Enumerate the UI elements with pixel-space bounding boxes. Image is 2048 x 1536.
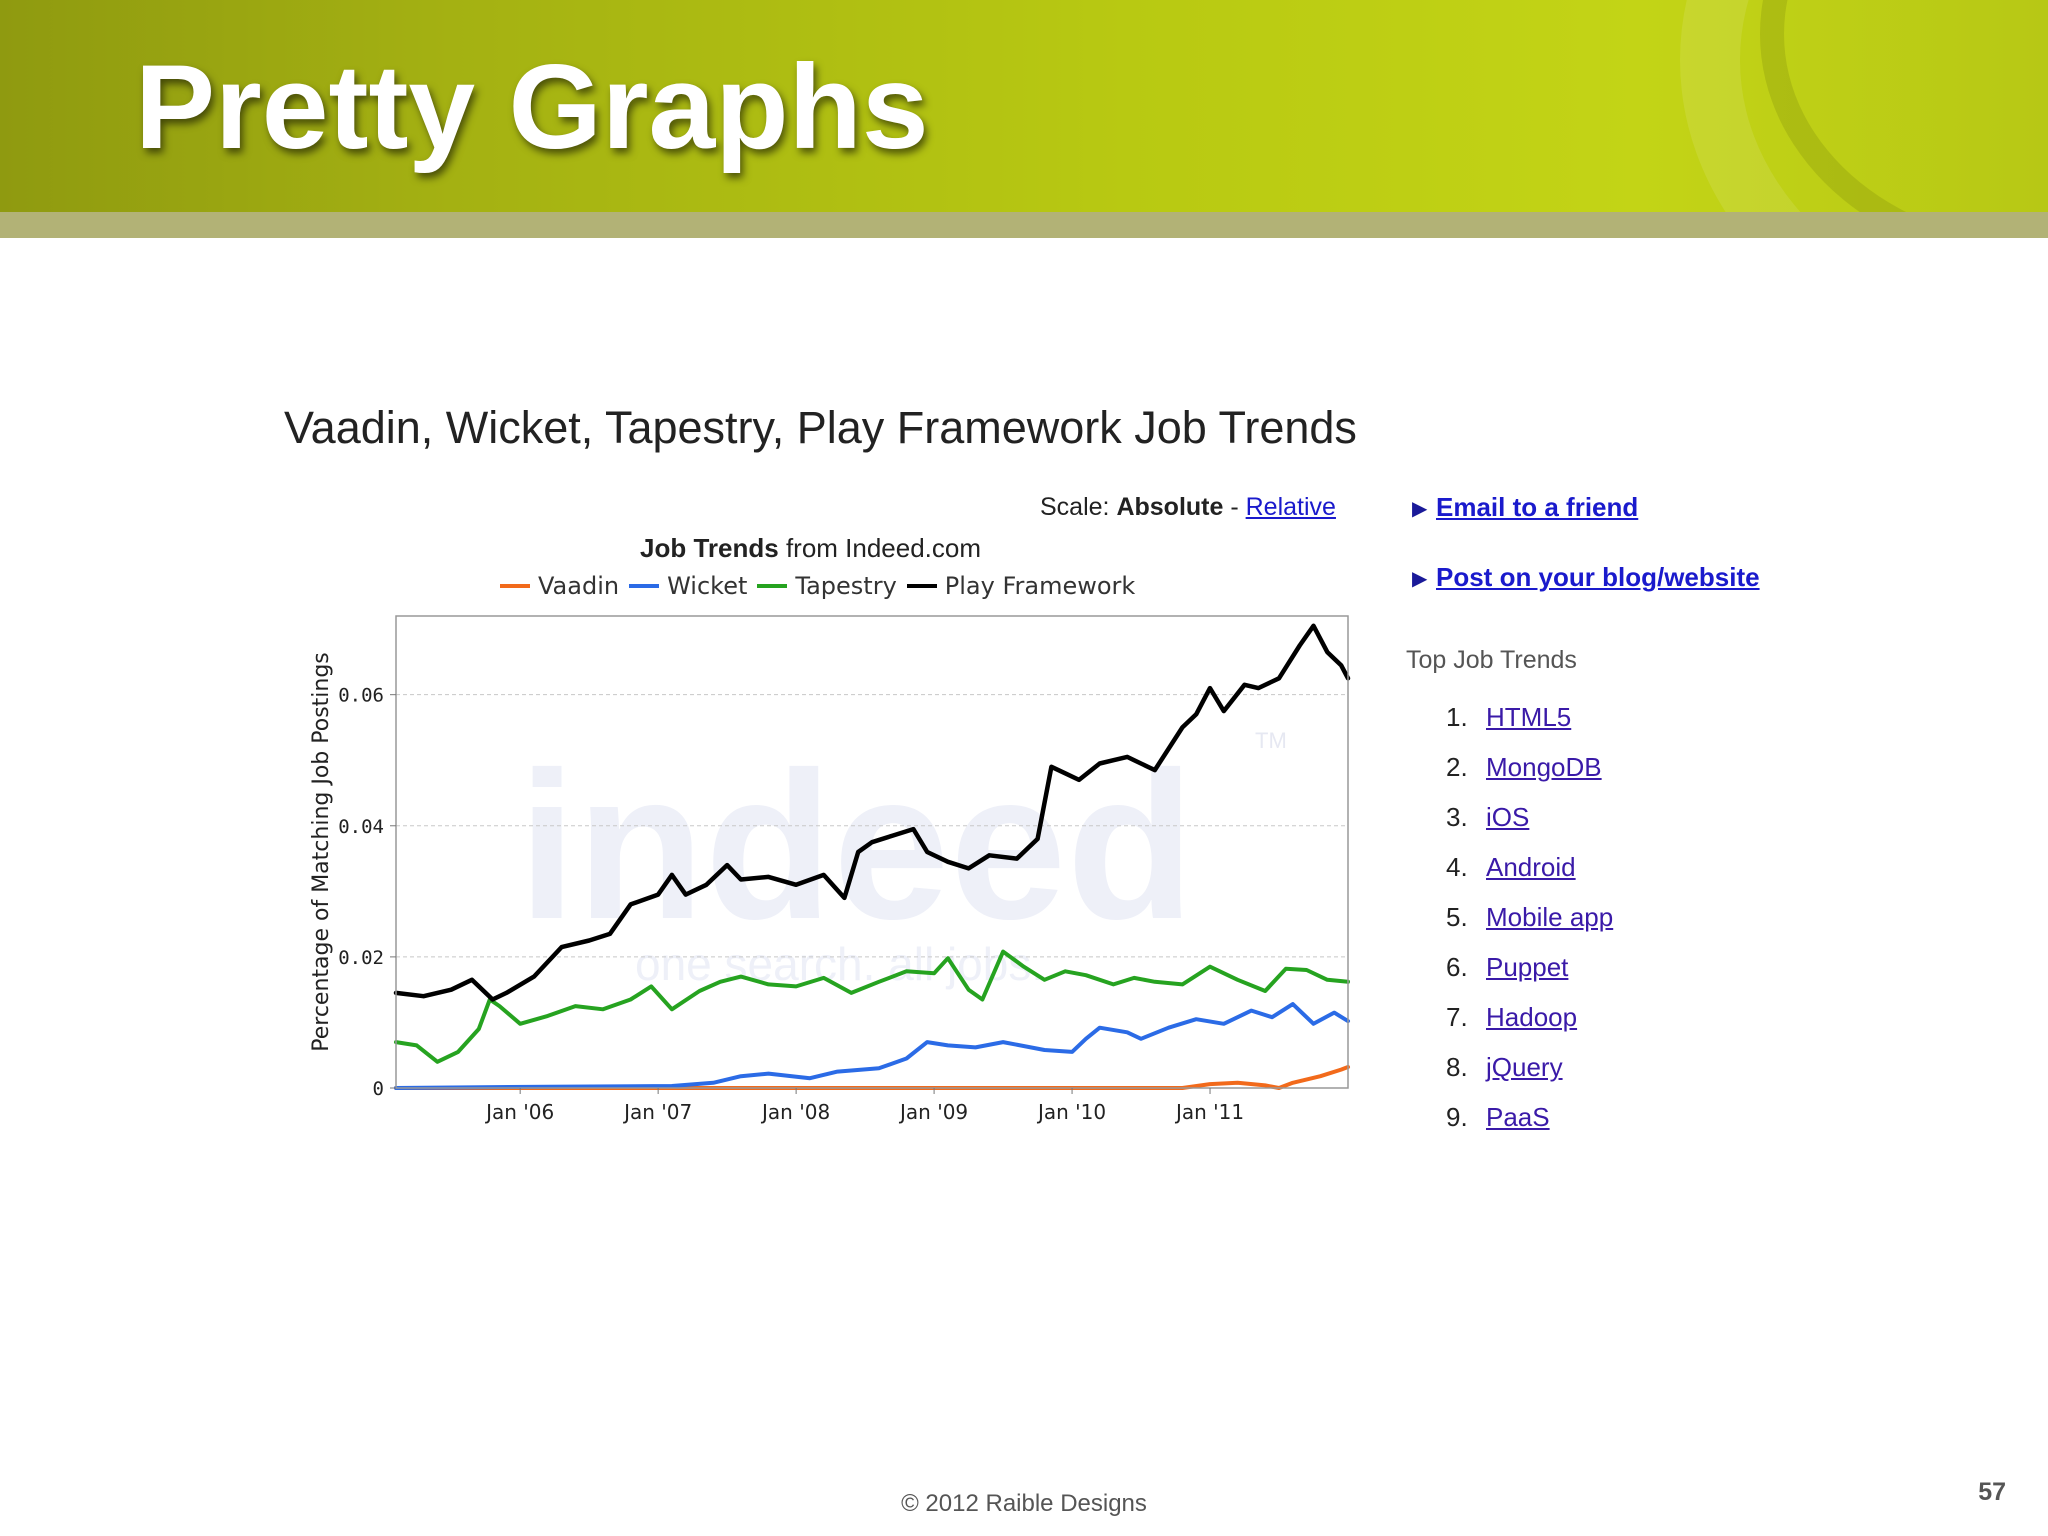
watermark-tagline: one search. all jobs. bbox=[635, 938, 1044, 990]
trend-item: 7. Hadoop bbox=[1446, 1002, 1577, 1033]
trend-link[interactable]: Puppet bbox=[1486, 952, 1569, 982]
chart-axes: 0 0.02 0.04 0.06 Jan '06 Jan '07 Jan '08 Jan '0… bbox=[338, 615, 1349, 1124]
trend-number: 8. bbox=[1446, 1052, 1468, 1082]
subtitle-rest: from Indeed.com bbox=[785, 533, 982, 563]
trend-number: 4. bbox=[1446, 852, 1468, 882]
y-tick-label: 0.02 bbox=[338, 947, 384, 969]
subtitle-bold: Job Trends bbox=[640, 533, 779, 563]
email-friend-link[interactable]: Email to a friend bbox=[1436, 492, 1639, 522]
series-line-tapestry bbox=[394, 949, 1350, 1064]
x-tick-label: Jan '09 bbox=[898, 1100, 968, 1124]
x-tick-label: Jan '08 bbox=[760, 1100, 830, 1124]
trend-item: 1. HTML5 bbox=[1446, 702, 1571, 733]
trend-number: 9. bbox=[1446, 1102, 1468, 1132]
header-band bbox=[0, 212, 2048, 238]
trend-item: 6. Puppet bbox=[1446, 952, 1568, 983]
trend-item: 9. PaaS bbox=[1446, 1102, 1550, 1133]
watermark-brand: indeed bbox=[518, 728, 1195, 963]
legend-label-vaadin: Vaadin bbox=[538, 572, 620, 600]
trend-number: 3. bbox=[1446, 802, 1468, 832]
slide-header: Pretty Graphs bbox=[0, 0, 2048, 212]
trend-item: 2. MongoDB bbox=[1446, 752, 1602, 783]
legend-item-vaadin: Vaadin bbox=[500, 572, 619, 600]
scale-relative-link[interactable]: Relative bbox=[1245, 493, 1336, 521]
watermark-tm: TM bbox=[1255, 728, 1287, 753]
trend-item: 3. iOS bbox=[1446, 802, 1529, 833]
legend-swatch-play bbox=[906, 584, 937, 588]
trend-item: 4. Android bbox=[1446, 852, 1576, 883]
legend-label-play: Play Framework bbox=[944, 572, 1136, 600]
page-number: 57 bbox=[1978, 1478, 2006, 1506]
trend-item: 8. jQuery bbox=[1446, 1052, 1563, 1083]
legend-item-wicket: Wicket bbox=[629, 572, 747, 600]
x-tick-label: Jan '06 bbox=[484, 1100, 554, 1124]
post-arrow-icon: ▶ bbox=[1412, 568, 1428, 590]
trend-number: 1. bbox=[1446, 702, 1468, 732]
trend-link[interactable]: HTML5 bbox=[1486, 702, 1572, 732]
legend-item-tapestry: Tapestry bbox=[757, 572, 897, 600]
legend-swatch-vaadin bbox=[500, 584, 530, 588]
series-line-play-framework bbox=[393, 623, 1351, 1002]
y-axis-label: Percentage of Matching Job Postings bbox=[309, 652, 334, 1052]
scale-separator: - bbox=[1230, 493, 1239, 521]
chart-heading: Vaadin, Wicket, Tapestry, Play Framework… bbox=[284, 402, 1357, 453]
x-tick-label: Jan '07 bbox=[622, 1100, 692, 1124]
legend-label-tapestry: Tapestry bbox=[795, 572, 897, 600]
x-tick-label: Jan '11 bbox=[1174, 1100, 1244, 1124]
trend-link[interactable]: PaaS bbox=[1486, 1102, 1550, 1132]
trend-link[interactable]: iOS bbox=[1486, 802, 1530, 832]
top-trends-title: Top Job Trends bbox=[1406, 646, 1577, 674]
legend-item-play: Play Framework bbox=[906, 572, 1136, 600]
legend-swatch-tapestry bbox=[757, 584, 788, 588]
y-tick-label: 0.04 bbox=[338, 816, 384, 838]
slide-footer: © 2012 Raible Designs bbox=[901, 1490, 1147, 1517]
email-arrow-icon: ▶ bbox=[1412, 498, 1428, 520]
chart-legend: Vaadin Wicket Tapestry Play Framework bbox=[500, 572, 1145, 600]
chart-series bbox=[393, 623, 1351, 1090]
trend-number: 2. bbox=[1446, 752, 1468, 782]
legend-label-wicket: Wicket bbox=[667, 572, 748, 600]
trend-number: 5. bbox=[1446, 902, 1468, 932]
trend-number: 7. bbox=[1446, 1002, 1468, 1032]
trend-link[interactable]: Android bbox=[1486, 852, 1576, 882]
scale-label: Scale: bbox=[1040, 493, 1110, 521]
plot-frame bbox=[395, 615, 1349, 1089]
job-trends-chart: indeed TM one search. all jobs. 0 0.02 0.0… bbox=[309, 615, 1351, 1124]
trend-link[interactable]: Hadoop bbox=[1486, 1002, 1578, 1032]
chart-subtitle: Job Trends from Indeed.com bbox=[640, 533, 981, 564]
scale-absolute: Absolute bbox=[1116, 493, 1224, 521]
series-line-wicket bbox=[394, 1002, 1350, 1090]
y-tick-label: 0.06 bbox=[338, 685, 384, 707]
legend-swatch-wicket bbox=[629, 584, 660, 588]
series-line-vaadin bbox=[394, 1065, 1350, 1090]
trend-item: 5. Mobile app bbox=[1446, 902, 1613, 933]
scale-selector: Scale: Absolute - Relative bbox=[1040, 493, 1336, 522]
trend-link[interactable]: MongoDB bbox=[1486, 752, 1602, 782]
y-tick-label: 0 bbox=[373, 1078, 384, 1100]
indeed-watermark: indeed TM one search. all jobs. bbox=[518, 728, 1287, 990]
trend-link[interactable]: Mobile app bbox=[1486, 902, 1614, 932]
slide-title: Pretty Graphs bbox=[135, 40, 929, 174]
trend-number: 6. bbox=[1446, 952, 1468, 982]
chart-grid bbox=[396, 694, 1348, 958]
post-blog-link[interactable]: Post on your blog/website bbox=[1436, 562, 1760, 592]
x-tick-label: Jan '10 bbox=[1036, 1100, 1106, 1124]
trend-link[interactable]: jQuery bbox=[1486, 1052, 1563, 1082]
